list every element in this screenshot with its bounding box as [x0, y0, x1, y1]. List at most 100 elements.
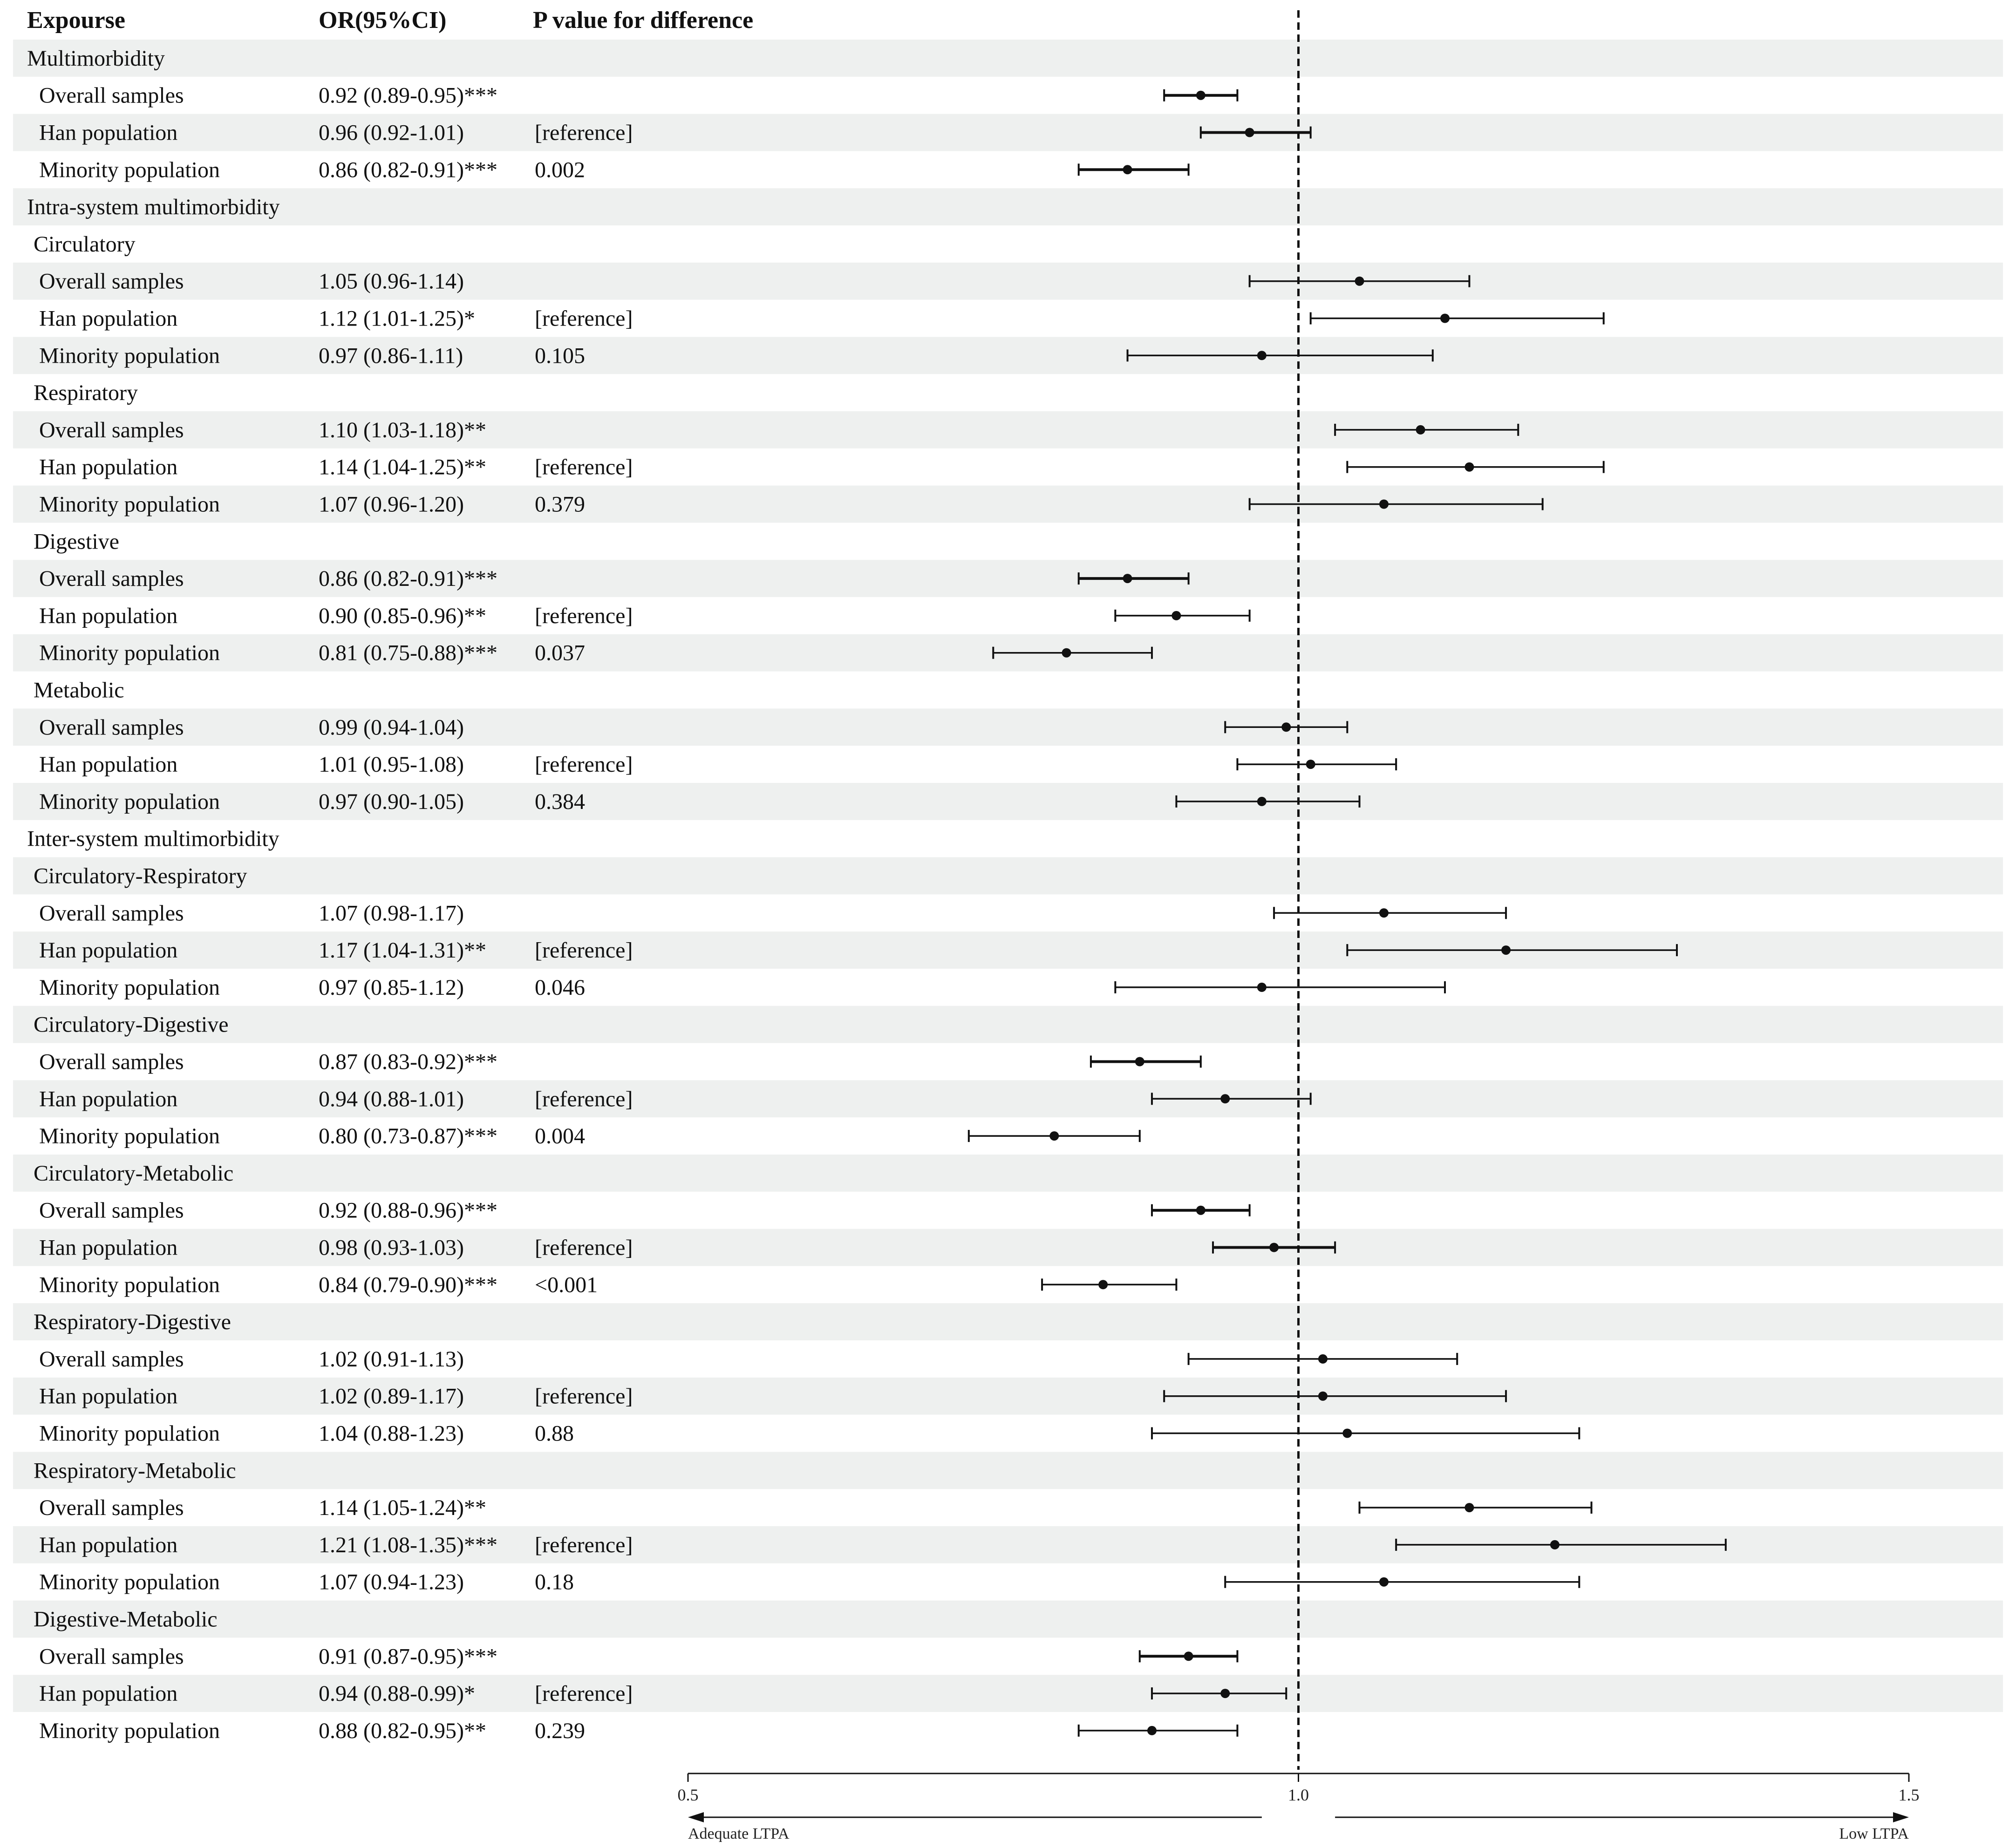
row-label: Overall samples — [39, 1644, 184, 1669]
or-ci-value: 0.94 (0.88-1.01) — [319, 1087, 464, 1111]
section-label: Intra-system multimorbidity — [27, 195, 280, 219]
row-label: Han population — [39, 752, 177, 777]
subsection-label: Circulatory — [34, 232, 136, 257]
section-label: Inter-system multimorbidity — [27, 827, 279, 851]
or-ci-value: 1.04 (0.88-1.23) — [319, 1421, 464, 1446]
row-label: Overall samples — [39, 566, 184, 591]
row-band — [13, 337, 2003, 374]
p-value: [reference] — [535, 1681, 633, 1706]
or-ci-value: 0.94 (0.88-0.99)* — [319, 1681, 475, 1706]
row-band — [13, 1377, 2003, 1415]
row-label: Overall samples — [39, 83, 184, 108]
row-label: Minority population — [39, 1570, 220, 1595]
row-label: Minority population — [39, 492, 220, 517]
point-estimate — [1257, 982, 1267, 992]
left-arrow-head — [688, 1812, 704, 1822]
point-estimate — [1196, 1205, 1206, 1215]
point-estimate — [1049, 1131, 1059, 1141]
row-band — [13, 262, 2003, 300]
point-estimate — [1171, 611, 1181, 620]
or-ci-value: 0.99 (0.94-1.04) — [319, 715, 464, 740]
x-axis: 0.5 1.0 1.5 Adequate LTPA Low LTPA — [678, 1773, 1920, 1842]
ci-marks — [967, 89, 1727, 1737]
or-ci-value: 0.87 (0.83-0.92)*** — [319, 1050, 497, 1074]
row-label: Han population — [39, 1384, 177, 1409]
or-ci-value: 0.88 (0.82-0.95)** — [319, 1719, 486, 1743]
left-direction-label: Adequate LTPA — [688, 1825, 790, 1842]
point-estimate — [1257, 796, 1267, 806]
p-value: 0.046 — [535, 975, 585, 1000]
row-label: Minority population — [39, 789, 220, 814]
row-label: Minority population — [39, 1421, 220, 1446]
row-label: Minority population — [39, 1124, 220, 1148]
p-value: 0.037 — [535, 641, 585, 666]
subsection-label: Circulatory-Digestive — [34, 1012, 229, 1037]
or-ci-value: 1.05 (0.96-1.14) — [319, 269, 464, 294]
row-label: Minority population — [39, 641, 220, 666]
or-ci-value: 1.14 (1.04-1.25)** — [319, 455, 486, 480]
subsection-label: Respiratory-Digestive — [34, 1310, 231, 1334]
row-label: Han population — [39, 938, 177, 963]
point-estimate — [1135, 1057, 1144, 1067]
point-estimate — [1098, 1280, 1108, 1290]
or-ci-value: 1.01 (0.95-1.08) — [319, 752, 464, 777]
p-value: [reference] — [535, 455, 633, 480]
row-band — [13, 1155, 2003, 1192]
row-band — [13, 40, 2003, 77]
or-ci-value: 1.07 (0.94-1.23) — [319, 1570, 464, 1595]
row-band — [13, 1080, 2003, 1118]
subsection-label: Digestive — [34, 529, 119, 554]
point-estimate — [1220, 1689, 1230, 1699]
p-value: [reference] — [535, 752, 633, 777]
or-ci-value: 0.97 (0.86-1.11) — [319, 343, 463, 368]
point-estimate — [1184, 1651, 1193, 1661]
row-label: Han population — [39, 1533, 177, 1557]
header-or-ci: OR(95%CI) — [319, 7, 446, 34]
or-ci-value: 0.92 (0.89-0.95)*** — [319, 83, 497, 108]
or-ci-value: 0.84 (0.79-0.90)*** — [319, 1272, 497, 1297]
p-value: <0.001 — [535, 1272, 598, 1297]
p-value: [reference] — [535, 1533, 633, 1557]
row-band — [13, 783, 2003, 820]
row-label: Minority population — [39, 1719, 220, 1743]
row-band — [13, 1006, 2003, 1043]
point-estimate — [1245, 128, 1254, 137]
point-estimate — [1318, 1354, 1328, 1364]
point-estimate — [1269, 1243, 1279, 1252]
subsection-label: Circulatory-Metabolic — [34, 1161, 233, 1186]
p-value: [reference] — [535, 306, 633, 331]
or-ci-value: 1.02 (0.89-1.17) — [319, 1384, 464, 1409]
subsection-label: Metabolic — [34, 678, 124, 703]
row-band — [13, 1600, 2003, 1638]
point-estimate — [1342, 1428, 1352, 1438]
row-label: Han population — [39, 455, 177, 480]
or-ci-value: 1.14 (1.05-1.24)** — [319, 1495, 486, 1520]
p-value: 0.002 — [535, 157, 585, 182]
or-ci-value: 1.21 (1.08-1.35)*** — [319, 1533, 497, 1557]
point-estimate — [1416, 425, 1425, 435]
or-ci-value: 0.80 (0.73-0.87)*** — [319, 1124, 497, 1148]
right-direction-label: Low LTPA — [1839, 1825, 1909, 1842]
row-label: Overall samples — [39, 901, 184, 925]
row-band — [13, 708, 2003, 746]
p-value: [reference] — [535, 1087, 633, 1111]
point-estimate — [1379, 908, 1389, 918]
or-ci-value: 0.81 (0.75-0.88)*** — [319, 641, 497, 666]
subsection-label: Respiratory-Metabolic — [34, 1458, 236, 1483]
header-exposure: Expourse — [27, 7, 125, 34]
row-band — [13, 1229, 2003, 1266]
subsection-label: Respiratory — [34, 380, 138, 405]
p-value: [reference] — [535, 938, 633, 963]
column-headers: Expourse OR(95%CI) P value for differenc… — [27, 7, 753, 34]
row-label: Minority population — [39, 1272, 220, 1297]
row-band — [13, 1675, 2003, 1712]
subsection-label: Circulatory-Respiratory — [34, 864, 247, 889]
point-estimate — [1379, 499, 1389, 509]
row-label: Overall samples — [39, 1347, 184, 1372]
row-label: Overall samples — [39, 269, 184, 294]
or-ci-value: 1.02 (0.91-1.13) — [319, 1347, 464, 1372]
row-label: Han population — [39, 604, 177, 628]
row-band — [13, 857, 2003, 895]
subsection-label: Digestive-Metabolic — [34, 1607, 218, 1632]
